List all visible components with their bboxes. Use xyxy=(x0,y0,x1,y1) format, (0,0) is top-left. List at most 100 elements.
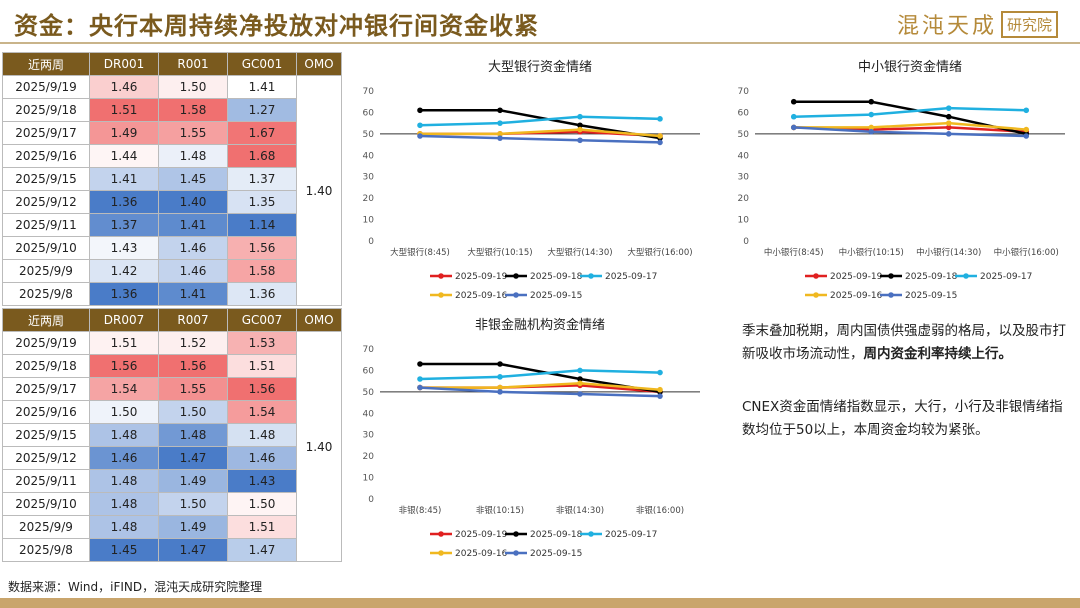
y-tick-label: 0 xyxy=(368,495,374,505)
rate-cell: 1.50 xyxy=(158,75,228,99)
table-row: 2025/9/18 1.56 1.56 1.51 xyxy=(2,354,342,378)
series-line xyxy=(793,121,1027,131)
date-cell: 2025/9/16 xyxy=(2,400,90,424)
y-tick-label: 70 xyxy=(363,87,375,97)
table-row: 2025/9/8 1.45 1.47 1.47 xyxy=(2,538,342,562)
y-tick-label: 30 xyxy=(363,173,375,183)
y-tick-label: 0 xyxy=(368,237,374,247)
legend-label: 2025-09-16 xyxy=(455,549,508,558)
rate-cell: 1.47 xyxy=(158,446,228,470)
rate-cell: 1.41 xyxy=(89,167,159,191)
rate-cell: 1.51 xyxy=(227,515,297,539)
rate-cell: 1.36 xyxy=(227,282,297,306)
data-point xyxy=(945,124,952,131)
legend-label: 2025-09-17 xyxy=(605,272,657,282)
rate-cell: 1.46 xyxy=(158,236,228,260)
legend-label: 2025-09-18 xyxy=(530,530,583,540)
legend-label: 2025-09-18 xyxy=(530,272,583,282)
y-tick-label: 50 xyxy=(738,130,750,140)
data-point xyxy=(577,113,583,120)
rate-cell: 1.37 xyxy=(89,213,159,237)
data-point xyxy=(417,122,423,129)
series-line xyxy=(419,134,661,144)
rate-cell: 1.35 xyxy=(227,190,297,214)
legend-marker xyxy=(513,550,519,556)
data-point xyxy=(417,384,423,391)
y-tick-label: 60 xyxy=(738,108,750,118)
logo-seal: 研究院 xyxy=(1000,10,1058,38)
rate-cell: 1.14 xyxy=(227,213,297,237)
y-tick-label: 70 xyxy=(738,87,750,97)
table-row: 2025/9/12 1.36 1.40 1.35 xyxy=(2,190,342,214)
data-point xyxy=(945,113,952,120)
rate-cell: 1.44 xyxy=(89,144,159,168)
date-cell: 2025/9/17 xyxy=(2,121,90,145)
legend-marker xyxy=(513,292,519,298)
rate-cell: 1.40 xyxy=(158,190,228,214)
table-row: 2025/9/16 1.50 1.50 1.54 xyxy=(2,400,342,424)
y-tick-label: 40 xyxy=(738,151,750,161)
rate-cell: 1.46 xyxy=(227,446,297,470)
rate-cell: 1.50 xyxy=(227,492,297,516)
seven-day-rate-table: 近两周 DR007 R007 GC007 OMO 2025/9/19 1.51 1.52 1.5… xyxy=(2,308,342,562)
date-cell: 2025/9/10 xyxy=(2,492,90,516)
data-point xyxy=(497,374,503,380)
y-tick-label: 50 xyxy=(363,130,375,140)
date-cell: 2025/9/11 xyxy=(2,469,90,493)
rate-cell: 1.43 xyxy=(227,469,297,493)
rate-cell: 1.36 xyxy=(89,190,159,214)
table-row: 2025/9/17 1.49 1.55 1.67 xyxy=(2,121,342,145)
data-point xyxy=(497,120,503,126)
data-point xyxy=(577,122,583,129)
commentary-bold: 周内资金利率持续上行。 xyxy=(863,346,1013,362)
date-cell: 2025/9/9 xyxy=(2,515,90,539)
y-tick-label: 20 xyxy=(363,452,375,462)
nonbank-sentiment-chart: 非银金融机构资金情绪 0 10 20 30 40 50 60 70 非银(8:45) 非银(10:1… xyxy=(363,317,700,558)
date-cell: 2025/9/12 xyxy=(2,190,90,214)
table-row: 2025/9/18 1.51 1.58 1.27 xyxy=(2,98,342,122)
x-tick-label: 大型银行(14:30) xyxy=(547,247,612,258)
data-point xyxy=(945,105,952,111)
y-tick-label: 10 xyxy=(363,216,375,226)
footer-bar xyxy=(0,598,1080,608)
overnight-rate-table: 近两周 DR001 R001 GC001 OMO 2025/9/19 1.46 1.50 1.4… xyxy=(2,52,342,306)
legend-marker xyxy=(588,531,594,537)
data-point xyxy=(1023,126,1030,133)
legend-marker xyxy=(813,273,819,279)
table-row: 2025/9/19 1.46 1.50 1.41 1.40 xyxy=(2,75,342,306)
table-header-cell: 近两周 xyxy=(2,308,90,332)
rate-cell: 1.51 xyxy=(89,331,159,355)
y-tick-label: 40 xyxy=(363,409,375,419)
y-tick-label: 30 xyxy=(363,431,375,441)
data-point xyxy=(657,369,663,376)
data-point xyxy=(790,98,797,105)
commentary-paragraph-2: CNEX资金面情绪指数显示，大行，小行及非银情绪指数均位于50以上，本周资金均较… xyxy=(742,399,1063,438)
legend-label: 2025-09-16 xyxy=(455,291,508,301)
table-header-cell: DR001 xyxy=(89,52,159,76)
table-header-cell: OMO xyxy=(296,308,342,332)
x-tick-label: 中小银行(14:30) xyxy=(916,247,981,258)
data-source-note: 数据来源：Wind，iFIND，混沌天成研究院整理 xyxy=(8,580,263,594)
series-line xyxy=(419,369,661,381)
date-cell: 2025/9/8 xyxy=(2,538,90,562)
table-header-cell: GC001 xyxy=(227,52,297,76)
y-tick-label: 70 xyxy=(363,345,375,355)
table-row: 2025/9/11 1.37 1.41 1.14 xyxy=(2,213,342,237)
date-cell: 2025/9/19 xyxy=(2,75,90,99)
y-tick-label: 10 xyxy=(363,474,375,484)
rate-cell: 1.48 xyxy=(227,423,297,447)
rate-cell: 1.53 xyxy=(227,331,297,355)
rate-cell: 1.42 xyxy=(89,259,159,283)
legend-marker xyxy=(438,273,444,279)
table-row: 2025/9/19 1.51 1.52 1.53 1.40 xyxy=(2,331,342,562)
data-point xyxy=(417,107,423,114)
table-row: 2025/9/11 1.48 1.49 1.43 xyxy=(2,469,342,493)
table-header-cell: R001 xyxy=(158,52,228,76)
rate-cell: 1.48 xyxy=(89,423,159,447)
rate-cell: 1.49 xyxy=(158,469,228,493)
rate-cell: 1.67 xyxy=(227,121,297,145)
rate-cell: 1.56 xyxy=(227,236,297,260)
data-point xyxy=(868,124,875,131)
date-cell: 2025/9/19 xyxy=(2,331,90,355)
logo: 混沌天成 研究院 xyxy=(897,8,1058,40)
